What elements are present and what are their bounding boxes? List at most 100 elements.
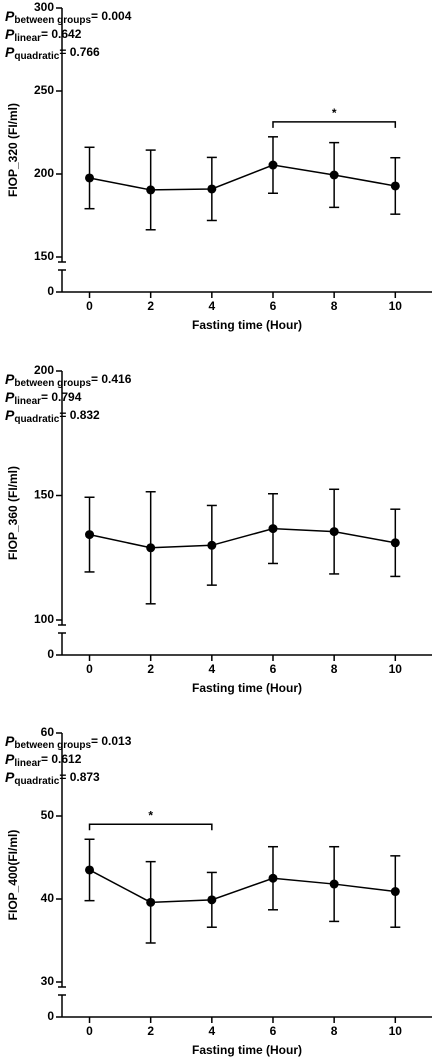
stat-symbol: P [5, 44, 15, 60]
x-axis-label: Fasting time (Hour) [192, 1043, 302, 1057]
y-tick-label: 30 [41, 974, 55, 988]
data-point [268, 873, 278, 883]
panel: 0 30 40 50 60 0 2 4 6 8 10 Fasting time (Hour) FIOP_… [5, 725, 432, 1057]
x-tick-label: 6 [270, 299, 277, 313]
y-tick-label: 200 [34, 166, 54, 180]
stat-symbol: P [5, 769, 15, 785]
x-tick-label: 8 [331, 299, 338, 313]
y-tick-label: 150 [34, 488, 54, 502]
stat-value: = 0.873 [59, 770, 100, 784]
data-point [390, 538, 400, 548]
x-tick-label: 8 [331, 1024, 338, 1038]
x-tick-label: 0 [86, 1024, 93, 1038]
stat-subscript: quadratic [14, 414, 59, 425]
y-tick-label: 200 [34, 363, 54, 377]
significance-bracket [272, 121, 397, 128]
y-tick-label: 0 [47, 647, 54, 661]
stat-value: = 0.612 [41, 752, 82, 766]
x-tick-label: 4 [208, 299, 215, 313]
x-axis-label: Fasting time (Hour) [192, 681, 302, 695]
series-line [89, 164, 396, 191]
series-line [89, 527, 396, 549]
y-tick-label: 250 [34, 83, 54, 97]
stat-text: Pquadratic= 0.873 [5, 769, 100, 787]
data-point [329, 527, 339, 537]
x-tick-label: 2 [147, 1024, 154, 1038]
stat-symbol: P [5, 371, 15, 387]
x-tick-label: 10 [389, 1024, 403, 1038]
stat-value: = 0.013 [91, 734, 132, 748]
stat-value: = 0.794 [41, 390, 82, 404]
x-tick-label: 6 [270, 662, 277, 676]
y-tick-label: 0 [47, 1009, 54, 1023]
stat-text: Pquadratic= 0.766 [5, 44, 100, 62]
y-axis-label: FIOP_360 (FI/ml) [6, 466, 20, 560]
data-point [146, 543, 156, 553]
stat-subscript: between groups [14, 740, 91, 751]
significance-bracket [88, 823, 213, 831]
stat-subscript: quadratic [14, 776, 59, 787]
x-tick-label: 10 [389, 662, 403, 676]
stat-symbol: P [5, 8, 15, 24]
stat-symbol: P [5, 751, 15, 767]
stat-symbol: P [5, 389, 15, 405]
y-tick-label: 50 [41, 808, 55, 822]
y-tick-label: 40 [41, 891, 55, 905]
significance-star: * [148, 808, 153, 822]
data-point [207, 540, 217, 550]
stat-subscript: between groups [14, 15, 91, 26]
stat-text: Pbetween groups= 0.004 [5, 8, 132, 26]
y-tick-label: 60 [41, 725, 55, 739]
stat-subscript: linear [14, 396, 41, 407]
stat-text: Pbetween groups= 0.013 [5, 733, 132, 751]
data-point [146, 897, 156, 907]
data-point [329, 879, 339, 889]
data-point [85, 530, 95, 540]
series-line [89, 869, 396, 904]
data-point [390, 887, 400, 897]
panel: 0 100 150 200 0 2 4 6 8 10 Fasting time (Hour) FIOP… [5, 363, 432, 695]
data-point [268, 160, 278, 170]
data-point [390, 181, 400, 191]
stat-subscript: between groups [14, 378, 91, 389]
stat-text: Plinear= 0.794 [5, 389, 82, 407]
x-tick-label: 0 [86, 662, 93, 676]
stat-text: Pquadratic= 0.832 [5, 407, 100, 425]
data-point [329, 170, 339, 180]
stat-symbol: P [5, 733, 15, 749]
data-point [207, 895, 217, 905]
y-tick-label: 0 [47, 284, 54, 298]
x-tick-label: 10 [389, 299, 403, 313]
stat-value: = 0.642 [41, 27, 82, 41]
y-axis-label: FIOP_320 (FI/ml) [6, 103, 20, 197]
x-axis-label: Fasting time (Hour) [192, 318, 302, 332]
stat-subscript: quadratic [14, 51, 59, 62]
y-axis-label: FIOP_400(FI/ml) [6, 830, 20, 921]
stat-subscript: linear [14, 33, 41, 44]
x-tick-label: 8 [331, 662, 338, 676]
stat-symbol: P [5, 407, 15, 423]
x-tick-label: 6 [270, 1024, 277, 1038]
data-point [85, 865, 95, 875]
panel: 0 150 200 250 300 0 2 4 6 8 10 Fasting time (Hour) F… [5, 0, 432, 332]
y-tick-label: 300 [34, 0, 54, 14]
x-tick-label: 4 [208, 662, 215, 676]
data-point [146, 185, 156, 195]
data-point [268, 524, 278, 534]
y-tick-label: 150 [34, 249, 54, 263]
stat-value: = 0.766 [59, 45, 100, 59]
x-tick-label: 4 [208, 1024, 215, 1038]
data-point [207, 184, 217, 194]
stat-text: Plinear= 0.642 [5, 26, 82, 44]
stat-subscript: linear [14, 758, 41, 769]
stat-value: = 0.416 [91, 372, 132, 386]
stat-value: = 0.004 [91, 9, 132, 23]
stat-text: Plinear= 0.612 [5, 751, 82, 769]
stat-value: = 0.832 [59, 408, 100, 422]
significance-star: * [332, 106, 337, 120]
x-tick-label: 2 [147, 299, 154, 313]
y-tick-label: 100 [34, 612, 54, 626]
stat-text: Pbetween groups= 0.416 [5, 371, 132, 389]
x-tick-label: 0 [86, 299, 93, 313]
